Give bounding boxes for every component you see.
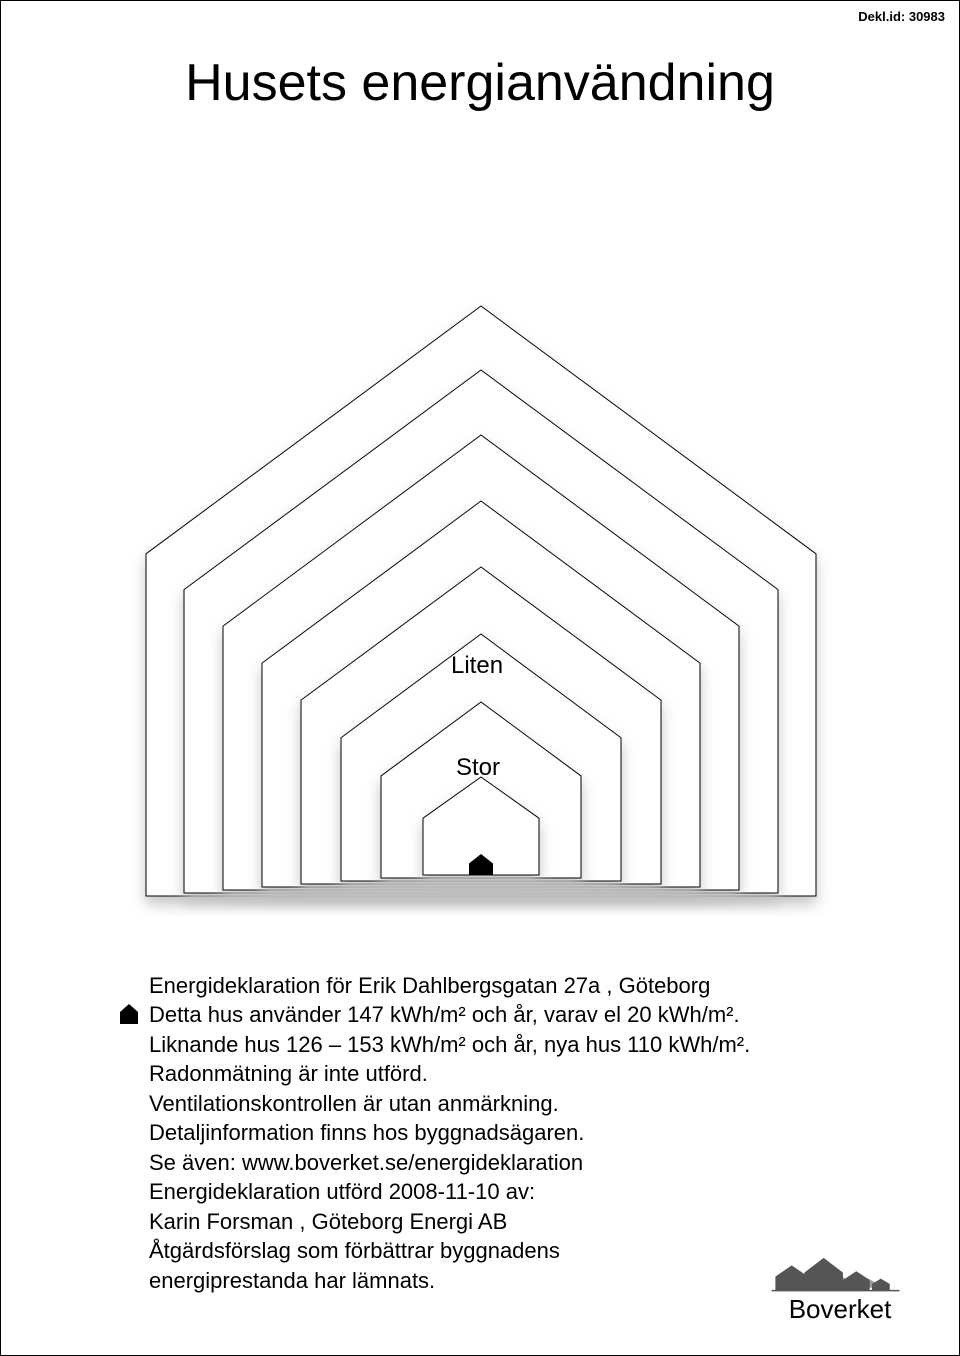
energy-declaration-page: Dekl.id: 30983 Husets energianvändning L…	[0, 0, 960, 1356]
boverket-logo: Boverket	[755, 1246, 925, 1325]
info-line-measures1: Åtgärdsförslag som förbättrar byggnadens	[149, 1236, 829, 1265]
info-line-link: Se även: www.boverket.se/energideklarati…	[149, 1148, 829, 1177]
info-line-similar: Liknande hus 126 – 153 kWh/m² och år, ny…	[149, 1030, 829, 1059]
boverket-logo-text: Boverket	[755, 1294, 925, 1325]
info-line-measures2: energiprestanda har lämnats.	[149, 1266, 829, 1295]
info-line-radon: Radonmätning är inte utförd.	[149, 1059, 829, 1088]
declaration-id: Dekl.id: 30983	[858, 9, 945, 24]
info-line-detail: Detaljinformation finns hos byggnadsägar…	[149, 1118, 829, 1147]
info-line-ventilation: Ventilationskontrollen är utan anmärknin…	[149, 1089, 829, 1118]
label-large: Stor	[456, 754, 500, 782]
boverket-logo-icon	[765, 1246, 915, 1298]
info-line-address: Energideklaration för Erik Dahlbergsgata…	[149, 971, 829, 1000]
page-title: Husets energianvändning	[1, 53, 959, 113]
label-small: Liten	[451, 652, 503, 680]
house-marker-icon	[117, 1002, 141, 1026]
info-line-performed: Energideklaration utförd 2008-11-10 av:	[149, 1177, 829, 1206]
energy-house-diagram: Liten Stor	[1, 156, 960, 916]
house-rings-svg	[1, 156, 960, 916]
info-line-author: Karin Forsman , Göteborg Energi AB	[149, 1207, 829, 1236]
declaration-info-block: Energideklaration för Erik Dahlbergsgata…	[149, 971, 829, 1295]
info-line-usage: Detta hus använder 147 kWh/m² och år, va…	[149, 1000, 829, 1029]
